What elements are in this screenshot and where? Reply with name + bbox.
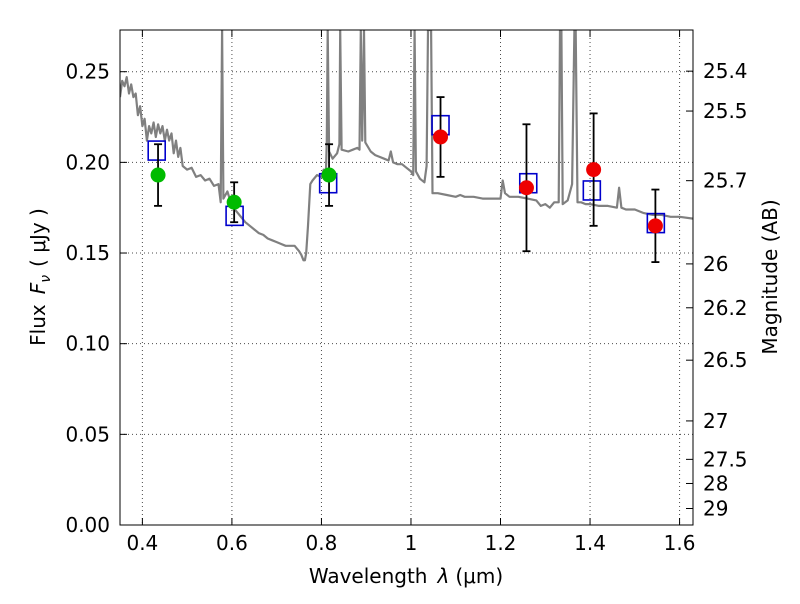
grid-lines <box>120 30 693 526</box>
sed-model-layer <box>120 30 693 262</box>
y2-tick-label: 27 <box>703 409 728 433</box>
observed-point-green <box>150 167 166 183</box>
y-tick-label: 0.25 <box>65 60 110 84</box>
y2-tick-label: 27.5 <box>703 447 748 471</box>
y-axis-label: FluxFν( μJy ) <box>26 208 54 346</box>
y2-tick-label: 26.2 <box>703 296 748 320</box>
x-tick-label: 1.4 <box>574 531 606 555</box>
observed-point-red <box>433 129 449 145</box>
model-photometry-box <box>147 140 167 161</box>
y2-tick-label: 28 <box>703 471 728 495</box>
y-tick-label: 0.20 <box>65 150 110 174</box>
y-tick-label: 0.00 <box>65 513 110 537</box>
y2-tick-label: 25.7 <box>703 169 748 193</box>
y2-axis-label: Magnitude (AB) <box>758 199 782 354</box>
y2-tick-label: 25.5 <box>703 99 748 123</box>
errorbar-layer <box>154 96 660 263</box>
x-tick-label: 0.8 <box>306 531 338 555</box>
model-photometry-box <box>582 180 602 201</box>
y-tick-labels: 0.00 0.05 0.10 0.15 0.20 0.25 <box>65 60 110 537</box>
y2-tick-label: 26.5 <box>703 348 748 372</box>
x-tick-label: 1.2 <box>485 531 517 555</box>
x-axis-label: Wavelength λ (μm) <box>309 564 503 588</box>
x-tick-label: 1 <box>405 531 418 555</box>
plot-frame <box>119 29 694 526</box>
sed-model-line <box>120 30 693 262</box>
y-tick-label: 0.05 <box>65 422 110 446</box>
observed-point-green <box>321 167 337 183</box>
x-tick-labels: 0.4 0.6 0.8 1 1.2 1.4 1.6 <box>126 531 695 555</box>
y-tick-label: 0.10 <box>65 332 110 356</box>
y2-tick-label: 25.4 <box>703 59 748 83</box>
x-tick-label: 1.6 <box>664 531 696 555</box>
observed-photometry-layer <box>150 129 663 234</box>
observed-point-red <box>586 162 602 178</box>
ticks <box>120 30 693 526</box>
y2-tick-label: 29 <box>703 497 728 521</box>
observed-point-green <box>226 194 242 210</box>
plot-background <box>120 30 693 525</box>
observed-point-red <box>647 218 663 234</box>
observed-point-red <box>518 180 534 196</box>
x-tick-label: 0.4 <box>126 531 158 555</box>
y2-tick-label: 26 <box>703 252 728 276</box>
y-tick-label: 0.15 <box>65 241 110 265</box>
x-tick-label: 0.6 <box>216 531 248 555</box>
